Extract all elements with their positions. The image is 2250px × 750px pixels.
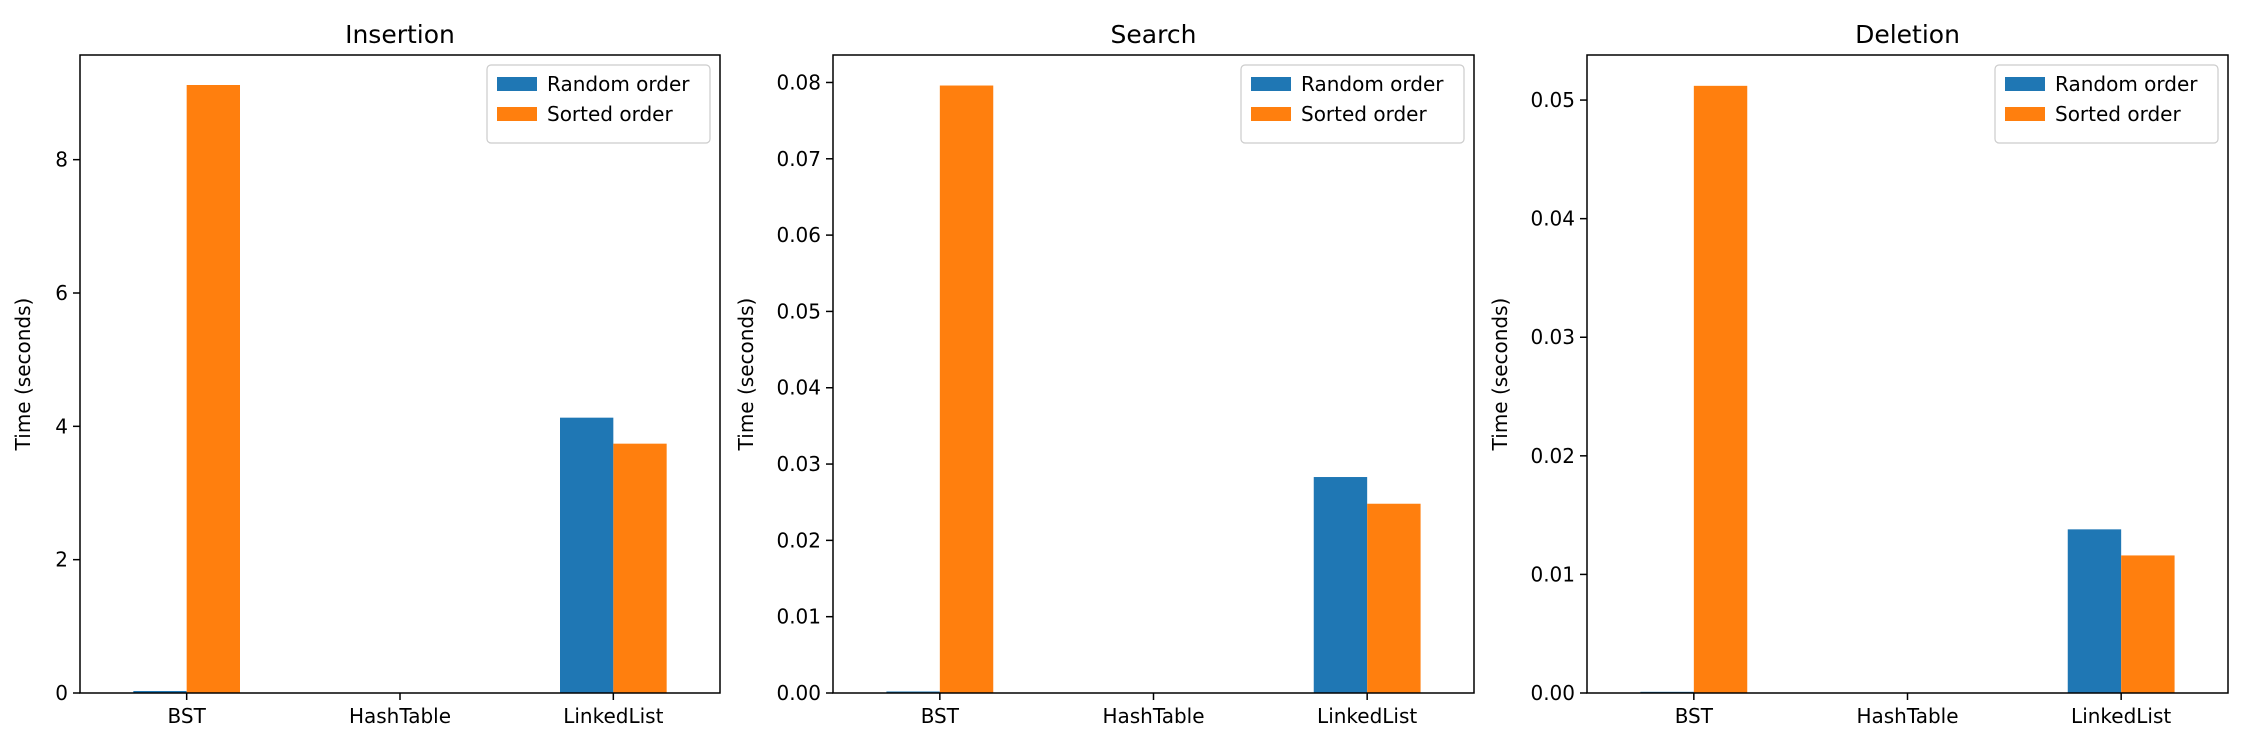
y-tick-label: 0.01 <box>776 605 821 629</box>
legend-swatch-random <box>497 77 537 91</box>
x-tick-label: LinkedList <box>2071 704 2171 728</box>
bar-linkedlist-random <box>1313 477 1368 693</box>
y-tick-label: 0.06 <box>776 223 821 247</box>
bar-linkedlist-sorted <box>613 443 667 693</box>
chart-panel-2: Search BST HashTable LinkedList 0.00 0.01 0.02… <box>734 20 1475 728</box>
chart-title: Deletion <box>1855 20 1960 49</box>
legend-label: Random order <box>1301 72 1444 96</box>
y-axis-label: Time (seconds) <box>11 298 35 452</box>
legend-box <box>1994 64 2219 144</box>
legend: Random order Sorted order <box>486 64 711 144</box>
bar-linkedlist-sorted <box>2121 555 2175 693</box>
legend-label: Sorted order <box>547 102 673 126</box>
legend: Random order Sorted order <box>1994 64 2219 144</box>
legend-swatch-sorted <box>2005 107 2045 121</box>
y-tick-label: 0.02 <box>776 528 821 552</box>
chart-panel-3: Deletion BST HashTable LinkedList 0.00 0.01 0.… <box>1488 20 2229 728</box>
y-tick-label: 4 <box>55 414 68 438</box>
x-tick-label: BST <box>921 704 960 728</box>
legend-label: Random order <box>547 72 690 96</box>
y-tick-label: 0.02 <box>1530 444 1575 468</box>
bar-bst-random <box>133 691 187 693</box>
x-tick-label: HashTable <box>1102 704 1204 728</box>
y-tick-label: 0.07 <box>776 147 821 171</box>
x-tick-label: LinkedList <box>1317 704 1417 728</box>
y-tick-label: 0.03 <box>776 452 821 476</box>
x-tick-label: BST <box>1675 704 1714 728</box>
y-tick-label: 0.05 <box>1530 88 1575 112</box>
x-tick-label: HashTable <box>1856 704 1958 728</box>
plot-frame <box>832 54 1475 694</box>
chart-panel-1: Insertion BST HashTable LinkedList 0 2 4 6 8 Time… <box>11 20 721 728</box>
y-tick-label: 2 <box>55 548 68 572</box>
y-tick-label: 0 <box>55 681 68 705</box>
y-tick-label: 0.04 <box>776 376 821 400</box>
bar-bst-sorted <box>1693 85 1748 694</box>
y-tick-label: 0.08 <box>776 70 821 94</box>
chart-title: Search <box>1111 20 1197 49</box>
x-tick-label: BST <box>168 704 207 728</box>
legend-swatch-sorted <box>1251 107 1291 121</box>
bar-bst-random <box>886 691 940 693</box>
chart-title: Insertion <box>345 20 455 49</box>
y-tick-label: 6 <box>55 281 68 305</box>
legend-swatch-random <box>1251 77 1291 91</box>
y-tick-label: 0.00 <box>776 681 821 705</box>
bar-bst-sorted <box>186 85 240 693</box>
legend-box <box>486 64 711 144</box>
plot-frame <box>1586 54 2229 694</box>
x-tick-label: LinkedList <box>563 704 663 728</box>
bar-linkedlist-random <box>560 417 614 693</box>
y-tick-label: 8 <box>55 148 68 172</box>
y-tick-label: 0.04 <box>1530 207 1575 231</box>
y-tick-label: 0.01 <box>1530 562 1575 586</box>
x-tick-label: HashTable <box>349 704 451 728</box>
legend-label: Sorted order <box>1301 102 1427 126</box>
legend-box <box>1240 64 1465 144</box>
bar-linkedlist-sorted <box>1367 503 1421 693</box>
bar-bst-sorted <box>939 85 994 694</box>
y-axis-label: Time (seconds) <box>1488 298 1512 452</box>
y-tick-label: 0.03 <box>1530 325 1575 349</box>
plot-frame <box>79 54 721 694</box>
y-tick-label: 0.00 <box>1530 681 1575 705</box>
y-axis-label: Time (seconds) <box>734 298 758 452</box>
legend-label: Random order <box>2055 72 2198 96</box>
y-tick-label: 0.05 <box>776 299 821 323</box>
legend-swatch-sorted <box>497 107 537 121</box>
legend-swatch-random <box>2005 77 2045 91</box>
bar-linkedlist-random <box>2067 529 2122 693</box>
legend: Random order Sorted order <box>1240 64 1465 144</box>
legend-label: Sorted order <box>2055 102 2181 126</box>
